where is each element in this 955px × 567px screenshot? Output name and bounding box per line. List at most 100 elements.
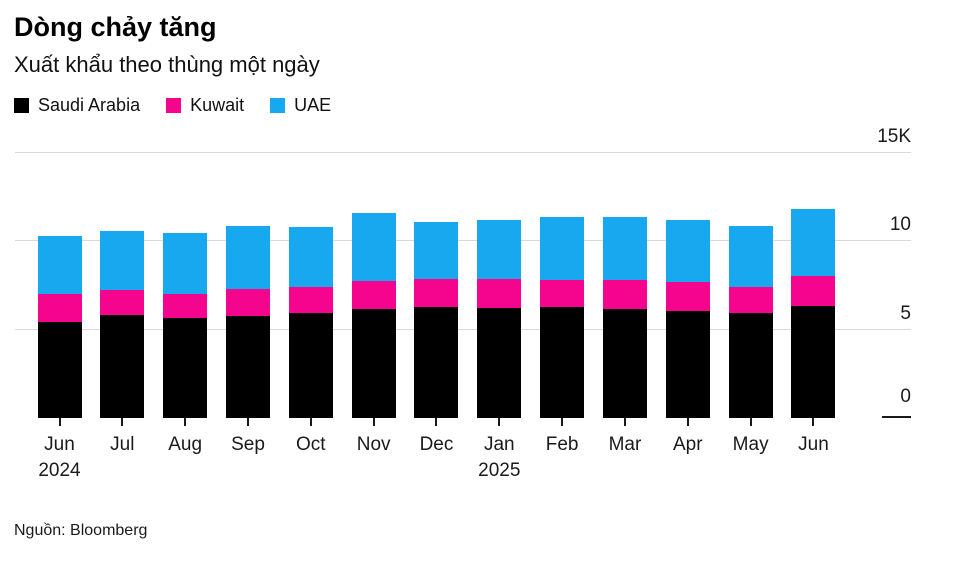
x-label-jan-7: Jan 2025 [478, 434, 520, 482]
legend-item-saudi-arabia: Saudi Arabia [14, 95, 140, 116]
bar-segment-kuwait [100, 289, 145, 315]
bar-jun-0 [37, 130, 82, 418]
x-tick-feb-8 [561, 418, 564, 426]
bar-segment-uae [728, 225, 773, 288]
x-label-jun-0: Jun 2024 [38, 434, 80, 482]
bar-jul-1 [100, 130, 145, 418]
bar-segment-uae [477, 220, 522, 280]
x-tick-jul-1 [121, 418, 124, 426]
bar-segment-saudi-arabia [728, 312, 773, 418]
bar-oct-4 [288, 130, 333, 418]
bar-segment-saudi-arabia [37, 321, 82, 418]
x-tick-may-11 [749, 418, 752, 426]
x-tick-jan-7 [498, 418, 501, 426]
bar-segment-uae [100, 230, 145, 290]
x-label-aug-2: Aug [168, 434, 202, 456]
bar-segment-uae [602, 216, 647, 281]
gridline-15k [15, 152, 911, 154]
x-label-month: Apr [673, 434, 703, 455]
x-label-jun-12: Jun [798, 434, 829, 456]
bar-segment-kuwait [288, 287, 333, 313]
chart-subtitle: Xuất khẩu theo thùng một ngày [14, 52, 320, 77]
x-label-apr-10: Apr [673, 434, 703, 456]
x-axis-labels: Jun 2024 Jul Aug Sep Oct Nov Dec Jan 2025 Feb Mar Ap… [15, 434, 911, 494]
bar-segment-saudi-arabia [163, 318, 208, 418]
bar-mar-9 [602, 130, 647, 418]
bar-segment-uae [414, 221, 459, 280]
y-tick-label-15k: 15K [877, 126, 911, 148]
bar-segment-uae [163, 232, 208, 294]
bar-dec-6 [414, 130, 459, 418]
bar-segment-saudi-arabia [351, 308, 396, 418]
x-tick-jun-0 [58, 418, 61, 426]
x-tick-sep-3 [246, 418, 249, 426]
y-tick-label-0: 0 [900, 386, 911, 407]
x-label-month: Feb [545, 434, 579, 455]
legend-swatch-saudi-arabia [14, 98, 29, 113]
x-tick-nov-5 [372, 418, 375, 426]
bar-segment-kuwait [414, 279, 459, 307]
bar-segment-kuwait [665, 282, 710, 312]
bar-aug-2 [163, 130, 208, 418]
legend-item-kuwait: Kuwait [166, 95, 244, 116]
legend-swatch-uae [270, 98, 286, 113]
bar-sep-3 [225, 130, 270, 418]
x-label-nov-5: Nov [357, 434, 391, 456]
bar-segment-kuwait [351, 281, 396, 309]
bar-jun-12 [791, 130, 836, 418]
x-label-year: 2024 [38, 460, 81, 481]
bar-segment-saudi-arabia [225, 316, 270, 418]
bar-segment-saudi-arabia [540, 306, 585, 418]
x-label-month: Jun [44, 434, 75, 455]
bar-segment-kuwait [225, 289, 270, 317]
bar-segment-saudi-arabia [477, 307, 522, 418]
x-tick-oct-4 [309, 418, 312, 426]
x-tick-dec-6 [435, 418, 438, 426]
bar-segment-kuwait [602, 280, 647, 309]
x-label-month: Nov [356, 434, 391, 455]
bar-segment-uae [37, 236, 82, 295]
bar-segment-kuwait [791, 275, 836, 306]
gridline-5 [15, 328, 911, 330]
bar-segment-saudi-arabia [288, 312, 333, 418]
x-tick-apr-10 [686, 418, 689, 426]
x-label-jul-1: Jul [110, 434, 134, 456]
bar-segment-kuwait [540, 280, 585, 307]
x-label-year: 2025 [478, 460, 521, 481]
bar-segment-saudi-arabia [414, 306, 459, 418]
x-label-feb-8: Feb [546, 434, 579, 456]
bar-segment-uae [665, 220, 710, 283]
bar-segment-kuwait [728, 287, 773, 313]
x-label-month: Jan [483, 434, 515, 455]
x-label-month: May [732, 434, 769, 455]
bar-apr-10 [665, 130, 710, 418]
x-label-month: Dec [419, 434, 454, 455]
bar-segment-kuwait [37, 294, 82, 322]
x-label-month: Mar [608, 434, 642, 455]
y-tick-label-10: 10 [889, 214, 911, 236]
legend-item-uae: UAE [270, 95, 331, 116]
bar-nov-5 [351, 130, 396, 418]
x-tick-aug-2 [184, 418, 187, 426]
chart-title: Dòng chảy tăng [14, 12, 217, 42]
bar-segment-kuwait [163, 293, 208, 319]
x-label-dec-6: Dec [420, 434, 454, 456]
bar-segment-uae [351, 213, 396, 282]
bar-jan-7 [477, 130, 522, 418]
bar-may-11 [728, 130, 773, 418]
x-tick-mar-9 [623, 418, 626, 426]
x-label-oct-4: Oct [296, 434, 326, 456]
x-label-may-11: May [733, 434, 769, 456]
bar-segment-uae [225, 226, 270, 290]
zero-axis-line [882, 416, 911, 418]
legend-label: Kuwait [190, 95, 245, 115]
bar-segment-saudi-arabia [602, 308, 647, 418]
x-label-month: Aug [168, 434, 203, 455]
x-label-sep-3: Sep [231, 434, 265, 456]
bar-segment-saudi-arabia [791, 305, 836, 418]
x-label-month: Jun [798, 434, 829, 455]
x-label-month: Sep [231, 434, 265, 455]
legend-swatch-kuwait [166, 98, 182, 113]
bar-segment-saudi-arabia [665, 311, 710, 418]
x-label-month: Jul [110, 434, 135, 455]
